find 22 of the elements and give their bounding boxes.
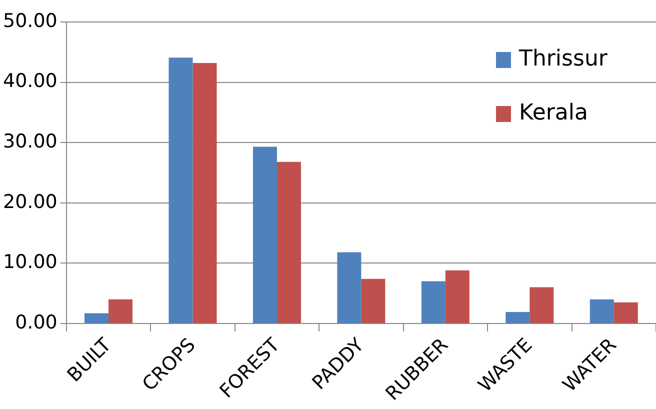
bar (337, 252, 362, 323)
legend-label: Thrissur (518, 46, 608, 72)
bar (84, 313, 109, 323)
y-tick-label: 40.00 (2, 70, 58, 92)
bar (361, 278, 386, 323)
legend-label: Kerala (519, 100, 588, 126)
y-tick-label: 20.00 (2, 190, 58, 213)
y-tick-label: 50.00 (2, 10, 58, 32)
bar (108, 299, 133, 323)
bar (421, 281, 446, 323)
bar (276, 162, 301, 323)
y-tick-label: 0.00 (15, 311, 58, 334)
bar (614, 302, 638, 323)
bar (530, 287, 554, 323)
bar (445, 270, 470, 323)
bar (192, 63, 217, 323)
bar (590, 299, 614, 323)
y-tick-label: 30.00 (2, 130, 58, 153)
bar (506, 312, 530, 323)
bar (252, 146, 277, 323)
y-tick-label: 10.00 (2, 251, 58, 274)
bar (168, 58, 193, 323)
